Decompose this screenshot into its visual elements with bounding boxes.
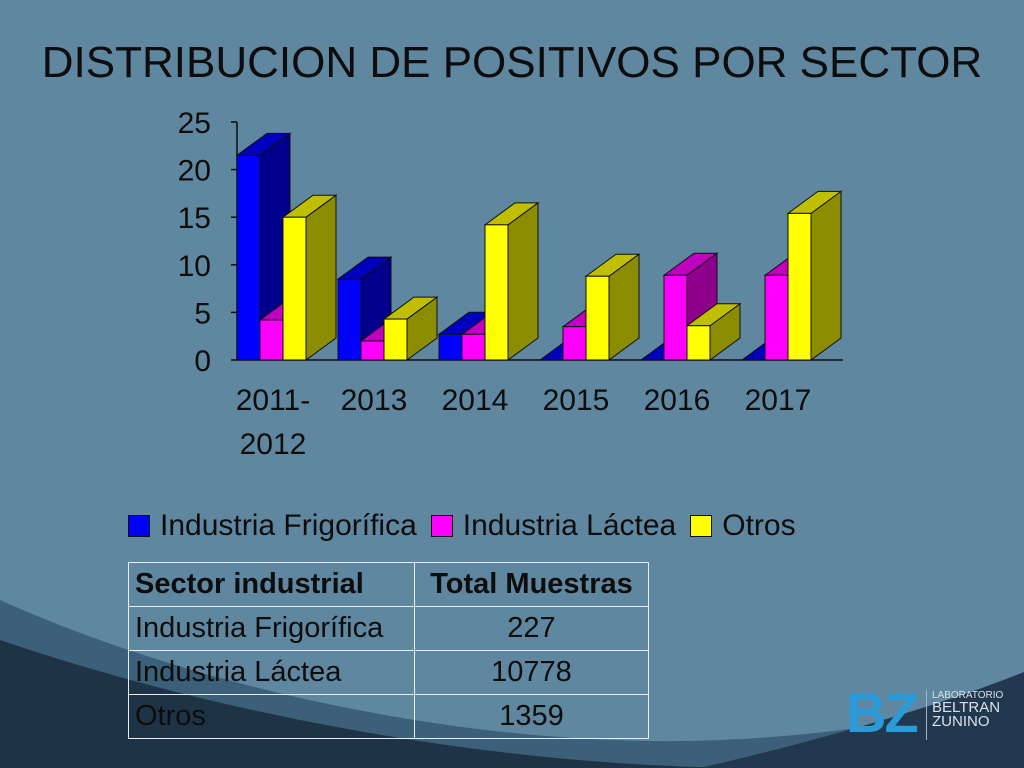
legend-item-lactea: Industria Láctea xyxy=(430,509,677,543)
wave-right xyxy=(700,672,1024,768)
logo-line-2: BELTRAN xyxy=(932,699,1001,716)
x-tick-label: 2012 xyxy=(240,428,307,461)
table-cell-sector: Industria Láctea xyxy=(128,650,415,695)
bar-front xyxy=(236,154,261,361)
logo-line-3: ZUNINO xyxy=(932,713,990,730)
bar-front xyxy=(764,274,789,361)
x-tick-label: 2015 xyxy=(543,384,610,417)
bar-front xyxy=(562,326,587,361)
bar-side xyxy=(305,194,337,361)
bar-front xyxy=(686,325,711,361)
summary-table: Sector industrial Total Muestras Industr… xyxy=(128,562,649,739)
x-tick-label: 2011- xyxy=(236,384,311,417)
slide-title: DISTRIBUCION DE POSITIVOS POR SECTOR xyxy=(41,38,983,87)
x-tick-label: 2013 xyxy=(341,384,408,417)
table-cell-sector: Otros xyxy=(128,694,415,739)
bar-otros-5 xyxy=(786,190,843,361)
y-tick-label: 25 xyxy=(178,107,211,140)
bar-front xyxy=(663,274,688,361)
bar-front xyxy=(383,318,408,361)
bar-otros-3 xyxy=(584,253,641,361)
legend-item-otros: Otros xyxy=(690,509,796,543)
table-cell-total: 1359 xyxy=(414,694,649,739)
legend-swatch-lactea xyxy=(430,515,453,537)
table-cell-sector: Industria Frigorífica xyxy=(128,606,415,651)
bar-front xyxy=(461,333,486,361)
bar-front xyxy=(438,333,463,361)
bar-side xyxy=(507,201,539,361)
bar-otros-1 xyxy=(382,296,439,361)
bar-front xyxy=(282,216,307,361)
bar-otros-4 xyxy=(685,302,742,361)
logo-text: LABORATORIO BELTRAN ZUNINO xyxy=(932,690,1003,729)
legend-label-frigorifica: Industria Frigorífica xyxy=(160,509,417,542)
y-tick-label: 20 xyxy=(178,155,211,188)
table-row: Otros 1359 xyxy=(128,694,649,739)
logo-line-1: LABORATORIO xyxy=(932,690,1004,701)
legend-label-otros: Otros xyxy=(722,509,796,542)
bar-front xyxy=(259,319,284,361)
x-tick-label: 2016 xyxy=(644,384,711,417)
table-row: Industria Láctea 10778 xyxy=(128,650,649,695)
bar-chart-3d: 0 5 10 15 20 25 2011- 2012 2013 2014 2015 2016 2017 xyxy=(178,107,843,461)
table-row: Industria Frigorífica 227 xyxy=(128,606,649,651)
y-tick-label: 5 xyxy=(194,297,211,330)
table-header-total: Total Muestras xyxy=(414,562,649,607)
logo-divider xyxy=(926,690,927,740)
bar-front xyxy=(484,224,509,361)
legend-swatch-otros xyxy=(690,515,713,537)
lab-logo: BZ LABORATORIO BELTRAN ZUNINO xyxy=(846,681,1003,744)
bar-front xyxy=(585,275,610,361)
table-header-sector: Sector industrial xyxy=(128,562,415,607)
legend-item-frigorifica: Industria Frigorífica xyxy=(128,509,417,543)
y-tick-label: 15 xyxy=(178,202,211,235)
table-cell-total: 227 xyxy=(414,606,649,651)
bar-front xyxy=(360,340,385,361)
bar-otros-2 xyxy=(483,201,540,361)
bar-side xyxy=(810,190,842,361)
legend-label-lactea: Industria Láctea xyxy=(462,509,677,542)
logo-mark: BZ xyxy=(846,681,919,744)
bar-front xyxy=(787,212,812,361)
bar-front xyxy=(337,278,362,361)
y-tick-label: 10 xyxy=(178,250,211,283)
chart-labels: 0 5 10 15 20 25 2011- 2012 2013 2014 2015 2016 2017 xyxy=(178,107,812,461)
y-tick-label: 0 xyxy=(194,345,211,378)
table-cell-total: 10778 xyxy=(414,650,649,695)
chart-bars xyxy=(235,132,843,361)
chart-legend: Industria Frigorífica Industria Láctea O… xyxy=(128,506,810,546)
table-header-row: Sector industrial Total Muestras xyxy=(128,562,649,607)
x-tick-label: 2014 xyxy=(442,384,509,417)
legend-swatch-frigorifica xyxy=(128,515,150,537)
x-tick-label: 2017 xyxy=(745,384,812,417)
bar-otros-0 xyxy=(281,194,338,361)
